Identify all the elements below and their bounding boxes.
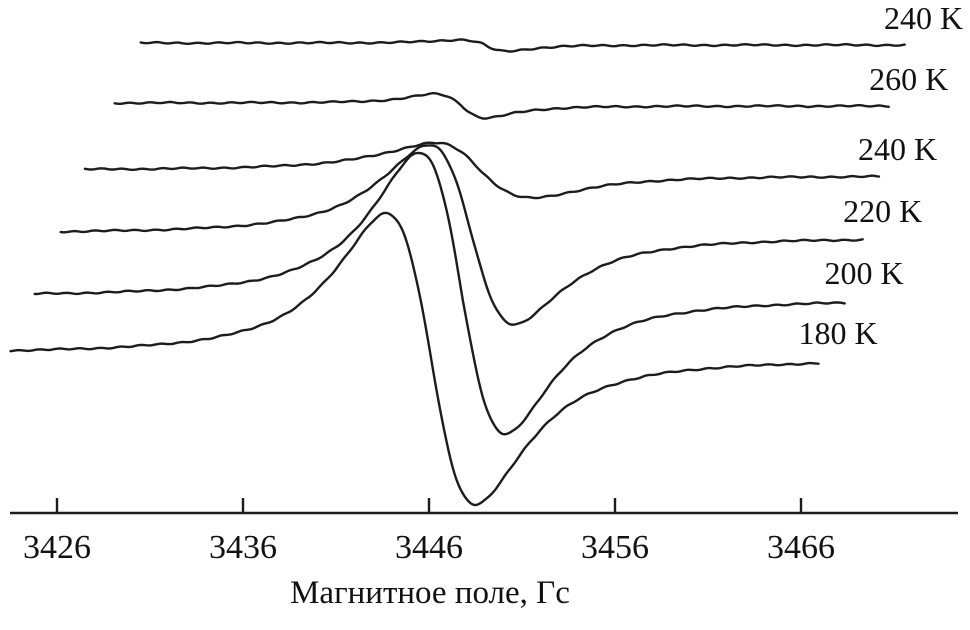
tick-label: 3426 [23, 529, 91, 566]
tick-label: 3466 [767, 529, 835, 566]
spectrum-curve [139, 38, 906, 53]
spectrum-curve [83, 141, 881, 200]
series-label: 260 K [869, 61, 948, 97]
series-label: 180 K [798, 315, 877, 351]
series-label: 220 K [843, 193, 922, 229]
spectrum-curve [113, 92, 890, 120]
series-label: 240 K [884, 0, 963, 36]
spectrum-curve [59, 144, 864, 326]
spectrum-curve [9, 211, 820, 507]
series-label: 200 K [825, 255, 904, 291]
tick-label: 3446 [395, 529, 463, 566]
tick-label: 3456 [581, 529, 649, 566]
x-axis-label: Магнитное поле, Гс [290, 575, 570, 611]
spectrum-curve [33, 151, 846, 436]
series-label: 240 K [858, 131, 937, 167]
tick-label: 3436 [209, 529, 277, 566]
